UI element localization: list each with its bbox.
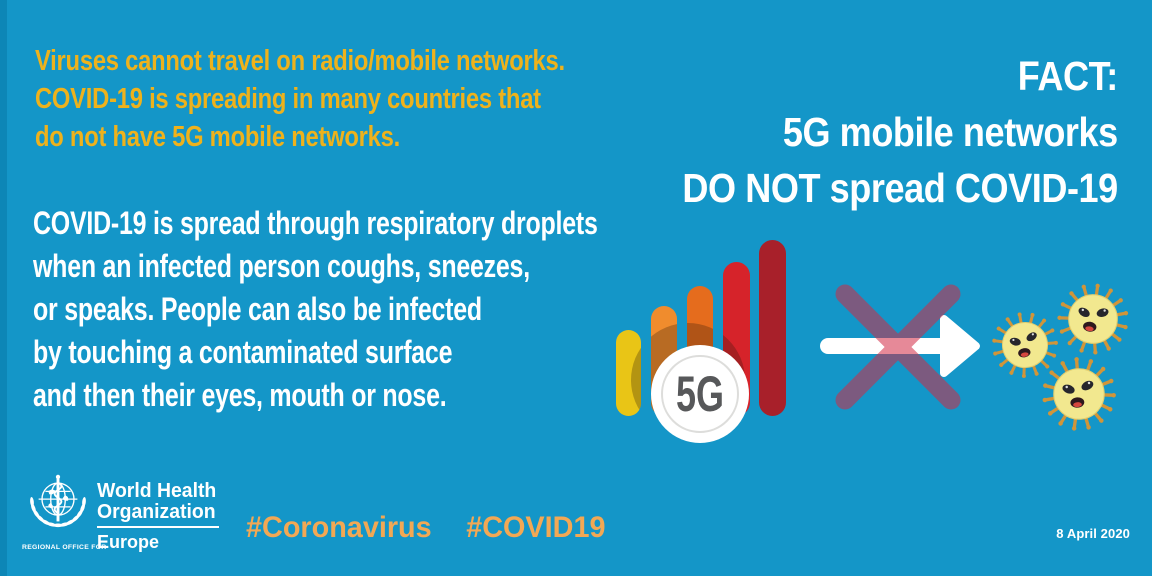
signal-bar-5	[759, 240, 786, 416]
left-accent-stripe	[0, 0, 7, 576]
explanation-line: or speaks. People can also be infected	[33, 291, 482, 327]
signal-bar-1	[616, 330, 641, 416]
coronavirus-group	[987, 279, 1134, 433]
coronavirus-icon	[1040, 355, 1119, 434]
myth-statement: Viruses cannot travel on radio/mobile ne…	[35, 42, 565, 156]
fact-line: DO NOT spread COVID-19	[682, 165, 1119, 211]
myth-line: Viruses cannot travel on radio/mobile ne…	[35, 45, 565, 77]
explanation-paragraph: COVID-19 is spread through respiratory d…	[33, 202, 598, 417]
5g-badge-label: 5G	[676, 367, 724, 422]
who-logo: World Health Organization REGIONAL OFFIC…	[22, 470, 282, 566]
no-cross-icon	[835, 284, 961, 410]
hashtag-coronavirus: #Coronavirus	[246, 511, 432, 544]
5g-signal-bars-icon: 5G	[616, 240, 786, 443]
explanation-line: and then their eyes, mouth or nose.	[33, 377, 447, 413]
explanation-line: when an infected person coughs, sneezes,	[33, 248, 530, 284]
who-emblem-icon	[29, 474, 87, 528]
explanation-line: by touching a contaminated surface	[33, 334, 453, 370]
myth-line: do not have 5G mobile networks.	[35, 121, 401, 153]
explanation-line: COVID-19 is spread through respiratory d…	[33, 205, 598, 241]
fact-line: FACT:	[1017, 53, 1118, 99]
hashtags: #Coronavirus #COVID19	[246, 511, 605, 545]
fact-headline: FACT: 5G mobile networks DO NOT spread C…	[682, 48, 1119, 216]
fact-line: 5G mobile networks	[783, 109, 1118, 155]
publication-date: 8 April 2020	[1056, 526, 1130, 541]
who-office-label: REGIONAL OFFICE FOR	[22, 544, 107, 551]
coronavirus-icon	[1053, 279, 1134, 359]
who-region-label: Europe	[97, 532, 160, 552]
hashtag-covid19: #COVID19	[466, 511, 606, 544]
myth-line: COVID-19 is spreading in many countries …	[35, 83, 541, 115]
logo-divider	[97, 526, 219, 528]
who-org-name: World Health Organization	[97, 480, 217, 523]
